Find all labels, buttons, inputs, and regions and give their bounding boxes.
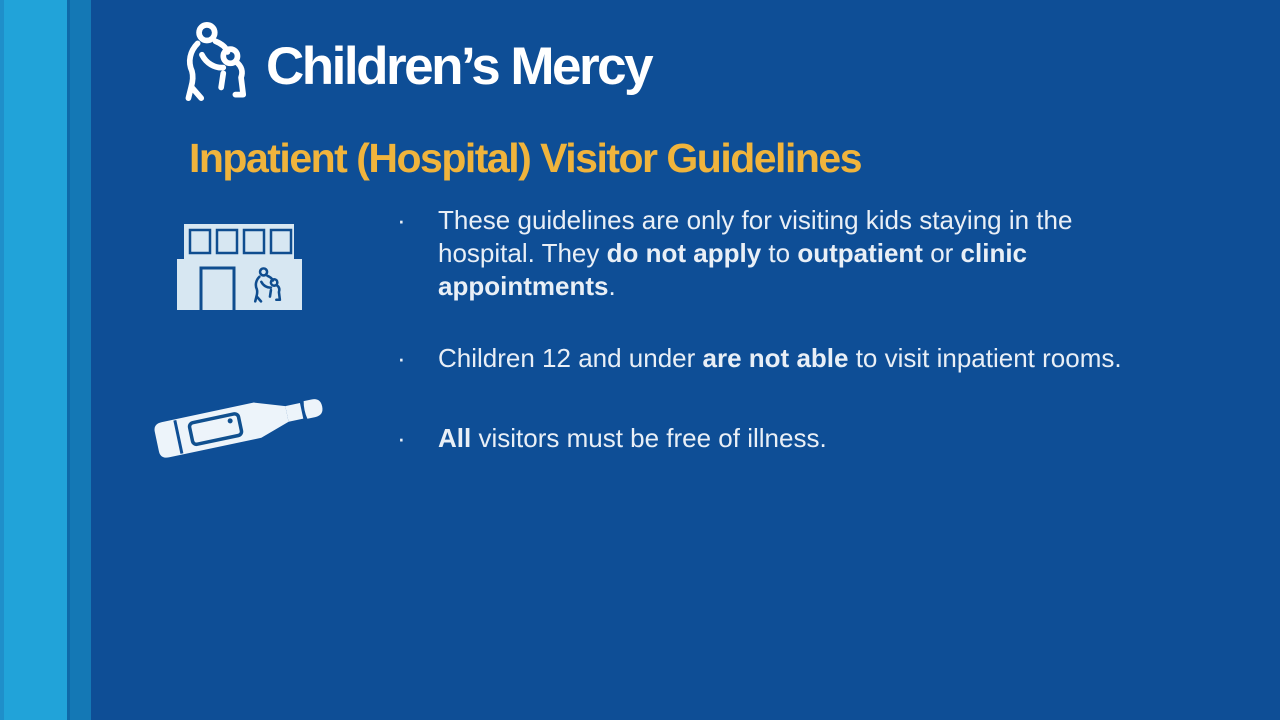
bullet-item-1: · These guidelines are only for visiting… — [393, 204, 1150, 303]
parent-child-icon — [183, 22, 255, 106]
bullet-text-2: Children 12 and under are not able to vi… — [438, 343, 1122, 373]
accent-stripe-separator — [67, 0, 70, 720]
accent-stripe-edge — [0, 0, 4, 720]
brand-name: Children’s Mercy — [266, 37, 654, 96]
accent-stripe-inner — [70, 0, 91, 720]
accent-stripe-outer — [4, 0, 67, 720]
thermometer-icon — [154, 399, 323, 458]
bullet-item-3: · All visitors must be free of illness. — [393, 422, 1198, 455]
bullet-marker: · — [397, 205, 406, 235]
page-title: Inpatient (Hospital) Visitor Guidelines — [189, 135, 863, 181]
bullet-marker: · — [397, 343, 406, 373]
bullet-text-3: All visitors must be free of illness. — [438, 423, 827, 453]
bullet-text-1: These guidelines are only for visiting k… — [438, 205, 1073, 301]
bullet-marker: · — [397, 423, 406, 453]
hospital-building-icon — [177, 224, 302, 310]
bullet-item-2: · Children 12 and under are not able to … — [393, 342, 1198, 375]
